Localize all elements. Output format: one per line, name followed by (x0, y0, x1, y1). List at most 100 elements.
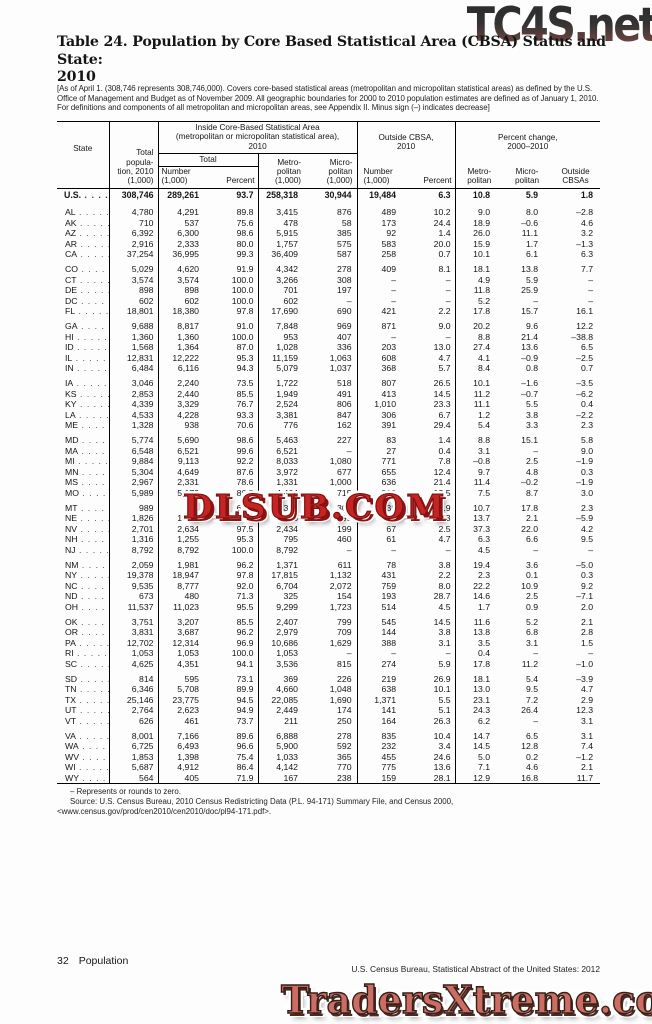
cell-inside-number: 1,360 (177, 331, 199, 342)
cell-outside-number: 306 (381, 409, 397, 420)
table-row: AZ 6,392 6,300 98.6 5,915 385 92 1.4 26.… (57, 228, 600, 239)
cell-change-metropolitan: 19.4 (473, 559, 491, 570)
state-label: IN (57, 363, 110, 374)
cell-outside-number: 391 (381, 420, 397, 431)
cell-change-metropolitan: 10.1 (473, 378, 491, 389)
cell-change-outside: 2.3 (580, 420, 594, 431)
cell-change-micropolitan: 21.4 (521, 331, 539, 342)
state-label: HI (57, 331, 110, 343)
cell-metropolitan: 6,888 (276, 730, 298, 741)
cell-outside-percent: 3.4 (412, 741, 456, 752)
cell-inside-number: 7,166 (177, 730, 199, 741)
header-change-micropolitan: Micro- politan (514, 167, 540, 186)
cell-outside-percent: 26.9 (412, 669, 456, 685)
header-inside-percent: Percent (215, 166, 259, 189)
cell-total-population: 6,725 (109, 741, 159, 752)
cell-inside-percent: 76.7 (215, 399, 259, 410)
cell-outside-number: 835 (381, 730, 397, 741)
cell-outside-number: 159 (381, 772, 397, 783)
header-percent-change-group: Percent change, 2000–2010 (497, 132, 558, 152)
cell-metropolitan: 701 (283, 285, 299, 296)
state-label: MT (57, 498, 110, 514)
cell-outside-percent: 13.5 (412, 487, 456, 499)
cell-change-metropolitan: 23.1 (473, 694, 491, 705)
header-inside-cbsa-group: Inside Core-Based Statistical Area (metr… (158, 121, 358, 154)
cell-inside-number: 1,981 (177, 559, 199, 570)
cell-metropolitan: 258,318 (258, 187, 310, 203)
cell-total-population: 564 (109, 772, 159, 784)
cell-micropolitan: 969 (310, 316, 358, 332)
cell-total-population: 626 (109, 715, 159, 727)
state-label: MD (57, 430, 110, 446)
cell-metropolitan: 10,686 (271, 637, 298, 648)
cell-change-metropolitan: 18.1 (473, 264, 491, 275)
cell-metropolitan: 1,331 (276, 477, 298, 488)
cell-micropolitan: 162 (310, 420, 358, 431)
state-label: MO (57, 487, 110, 499)
table-row: DC 602 602 100.0 602 – – – 5.2 – – (57, 295, 600, 307)
state-label: DC (57, 295, 110, 307)
cell-total-population: 1,360 (109, 331, 159, 343)
cell-outside-number: – (391, 544, 397, 555)
cell-change-outside: 3.0 (580, 487, 594, 498)
cell-metropolitan: 1,949 (276, 388, 298, 399)
cell-change-outside: –38.8 (571, 331, 594, 342)
cell-outside-percent: 4.5 (412, 601, 456, 613)
cell-inside-percent: 89.8 (215, 202, 259, 218)
table-title-line1: Table 24. Population by Core Based Stati… (57, 34, 606, 68)
cell-outside-percent: 20.0 (412, 238, 456, 250)
cell-change-micropolitan: 2.1 (525, 513, 539, 524)
cell-metropolitan: 8,033 (276, 456, 298, 467)
cell-total-population: 1,053 (109, 648, 159, 659)
header-state: State (57, 121, 110, 189)
cell-metropolitan: 3,266 (276, 274, 298, 285)
cell-change-outside: 3.1 (580, 730, 594, 741)
cell-inside-number: 8,792 (177, 544, 199, 555)
cell-outside-number: 141 (381, 705, 397, 716)
cell-change-outside: 3.2 (580, 228, 594, 239)
cell-metropolitan: 5,900 (276, 741, 298, 752)
table-row: OH 11,537 11,023 95.5 9,299 1,723 514 4.… (57, 601, 600, 613)
cell-total-population: 9,535 (109, 580, 159, 592)
cell-inside-percent: 95.5 (215, 601, 259, 613)
cell-total-population: 2,764 (109, 705, 159, 716)
cell-micropolitan: 2,072 (310, 580, 358, 592)
cell-total-population: 37,254 (109, 249, 159, 260)
header-change-metropolitan: Metro- politan (467, 167, 492, 186)
cell-change-micropolitan: 11.2 (521, 658, 539, 669)
cell-change-micropolitan: 3.6 (525, 559, 539, 570)
section-name: Population (78, 955, 129, 967)
cell-change-metropolitan: 11.8 (473, 285, 491, 296)
cell-inside-percent: 98.6 (215, 430, 259, 446)
cell-outside-number: 193 (381, 591, 397, 602)
cell-change-metropolitan: 1.7 (477, 601, 491, 612)
cell-outside-percent: 9.0 (412, 316, 456, 332)
cell-inside-percent: 100.0 (215, 285, 259, 296)
cell-inside-percent: 75.6 (215, 217, 259, 229)
cell-micropolitan: 365 (310, 751, 358, 763)
cell-total-population: 6,346 (109, 684, 159, 695)
cell-change-micropolitan: 6.8 (525, 627, 539, 638)
cell-metropolitan: 6,521 (276, 445, 298, 456)
cell-total-population: 814 (109, 669, 159, 685)
header-inside-number: Number (1,000) (161, 167, 191, 186)
cell-change-outside: 6.3 (580, 249, 594, 260)
cell-outside-percent: 13.0 (412, 342, 456, 353)
cell-metropolitan: 7,848 (276, 321, 298, 332)
cell-metropolitan: 325 (283, 591, 299, 602)
table-row: PA 12,702 12,314 96.9 10,686 1,629 388 3… (57, 637, 600, 649)
cell-micropolitan: 1,037 (310, 363, 358, 374)
cell-inside-number: 2,440 (177, 388, 199, 399)
cell-outside-number: 775 (381, 762, 397, 773)
cell-change-outside: 5.8 (580, 435, 594, 446)
cell-total-population: 9,884 (109, 456, 159, 467)
cell-outside-number: 655 (381, 466, 397, 477)
table-row: MO 5,989 5,179 86.5 4,464 715 810 13.5 7… (57, 487, 600, 499)
cell-change-metropolitan: 10.8 (455, 187, 504, 203)
cell-inside-number: 23,775 (172, 694, 199, 705)
cell-change-metropolitan: 5.2 (477, 295, 491, 306)
cell-inside-percent: 99.6 (215, 445, 259, 457)
cell-outside-number: 545 (381, 616, 397, 627)
cell-total-population: 3,831 (109, 627, 159, 638)
cell-metropolitan: 2,524 (276, 399, 298, 410)
